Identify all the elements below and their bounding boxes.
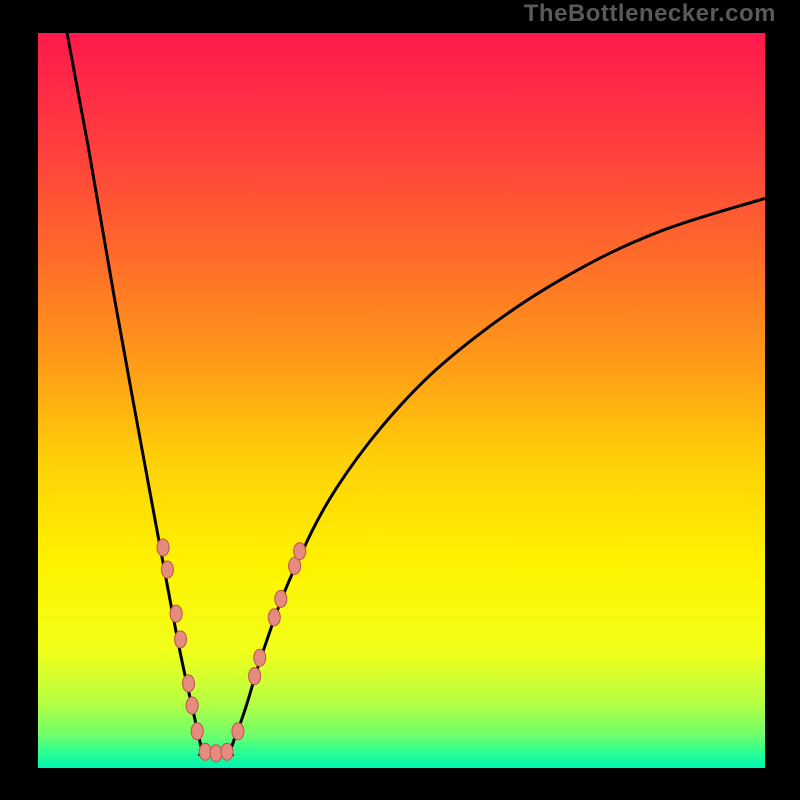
marker-point (170, 605, 182, 622)
plot-area (38, 33, 765, 768)
marker-point (210, 745, 222, 762)
marker-point (275, 590, 287, 607)
marker-point (232, 723, 244, 740)
plot-svg (38, 33, 765, 768)
marker-point (157, 539, 169, 556)
marker-point (161, 561, 173, 578)
marker-point (186, 697, 198, 714)
marker-point (191, 723, 203, 740)
marker-point (182, 675, 194, 692)
plot-background (38, 33, 765, 768)
marker-point (199, 743, 211, 760)
marker-point (294, 543, 306, 560)
marker-point (221, 743, 233, 760)
marker-point (249, 668, 261, 685)
marker-point (254, 649, 266, 666)
marker-point (268, 609, 280, 626)
chart-stage: TheBottlenecker.com (0, 0, 800, 800)
watermark-text: TheBottlenecker.com (524, 0, 776, 28)
marker-point (174, 631, 186, 648)
